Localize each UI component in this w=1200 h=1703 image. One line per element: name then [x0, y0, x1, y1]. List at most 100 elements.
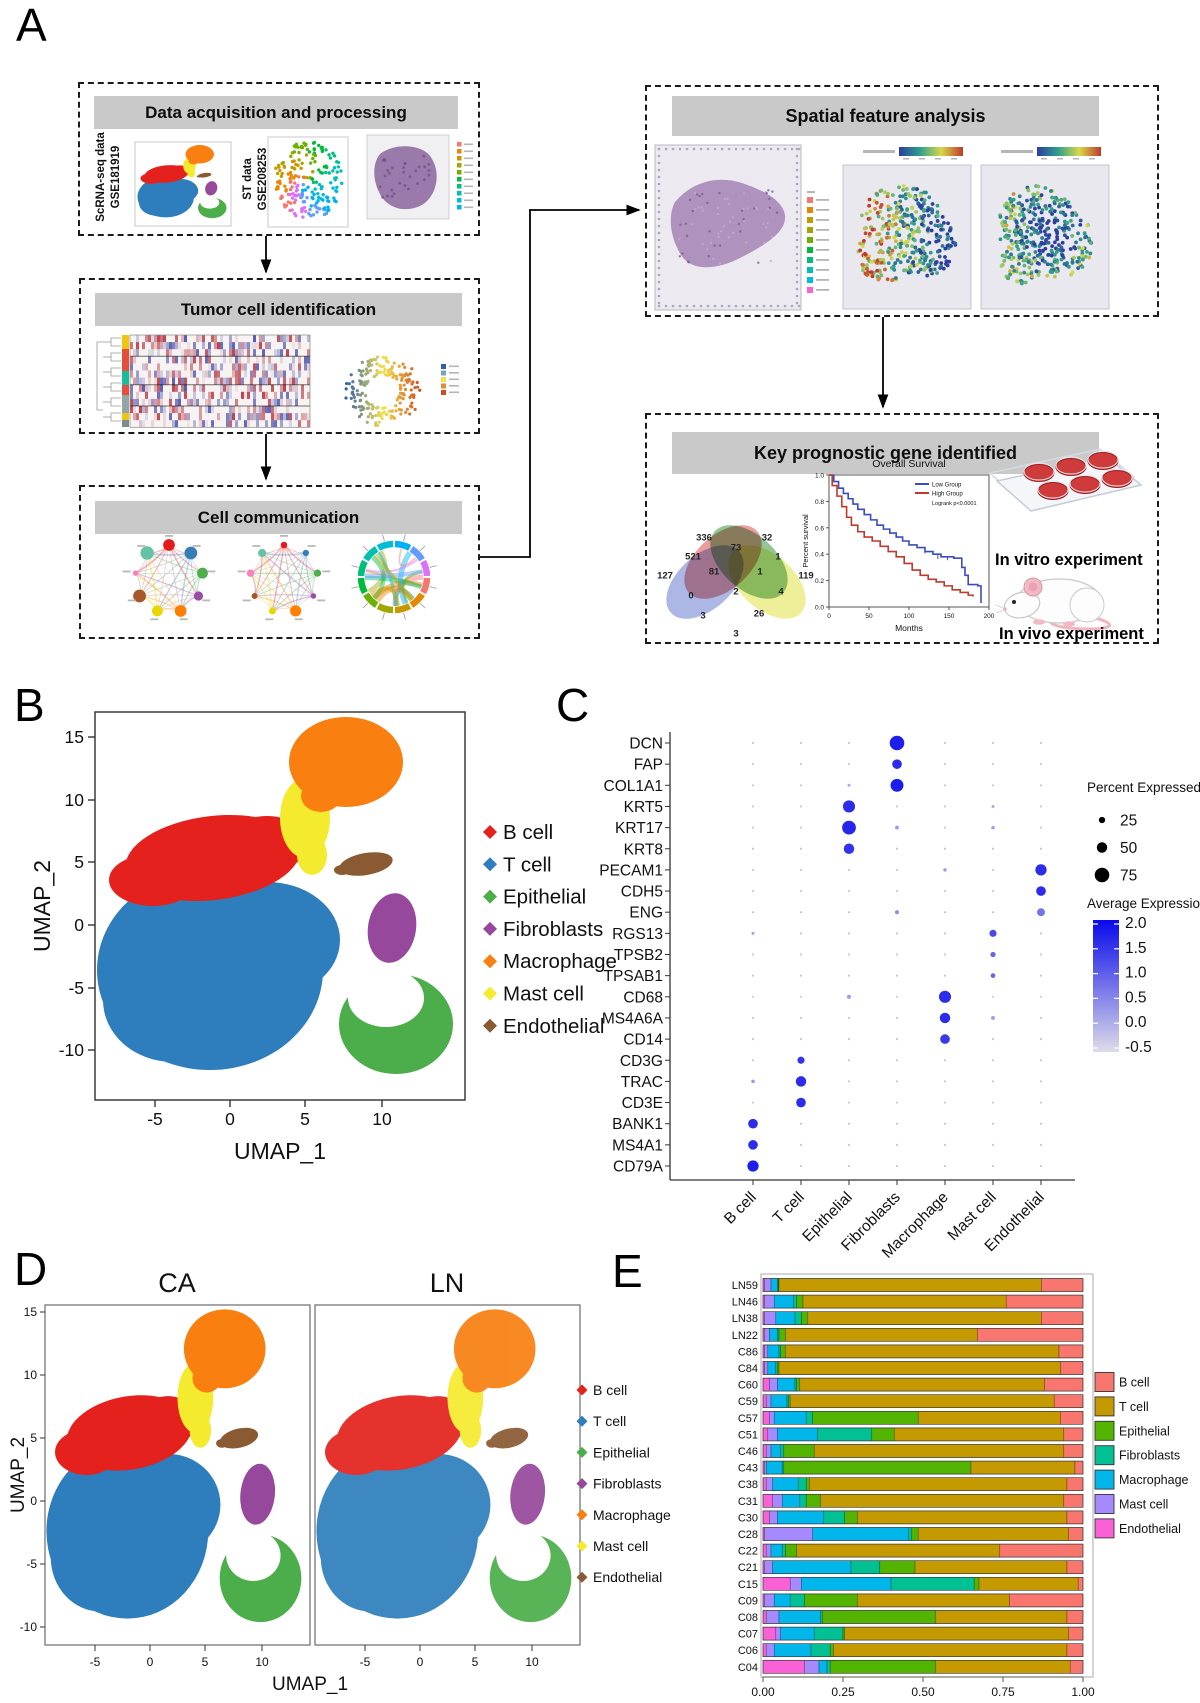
survival-x-tick: 50: [865, 613, 873, 620]
survival-plot: Overall Survival 1.0 0.8 0.6 0.4 0.2 0.00 50 100…: [801, 458, 995, 633]
composition-bar-segment: [777, 1510, 825, 1525]
dotplot-dot: [991, 825, 995, 830]
dotplot-dot-bg: [943, 1101, 947, 1104]
composition-bar-segment: [778, 1610, 821, 1624]
sample-label: C84: [738, 1363, 758, 1375]
venn-counts: 127 336 32 119 521 73 1 81 1 0 2 4 3 26 3: [657, 510, 827, 650]
dotplot-dot: [842, 800, 856, 813]
x-tick-label: 0.75: [991, 1685, 1015, 1699]
composition-bar-segment: [762, 1377, 770, 1392]
gene-label: CDH5: [621, 884, 663, 901]
expression-tick-label: 0.0: [1125, 1014, 1147, 1031]
y-tick-label: 10: [24, 1368, 38, 1382]
dotplot-dot-bg: [751, 911, 755, 914]
composition-bar-segment: [762, 1411, 770, 1425]
percent-legend-dot: [1094, 867, 1110, 883]
mouse-inner-ear: [1028, 582, 1038, 592]
sample-label: LN46: [732, 1297, 758, 1309]
cnv-dendrogram: [96, 337, 121, 422]
composition-bar-segment: [970, 1460, 1076, 1475]
chord-plot: [351, 534, 437, 620]
composition-bar-segment: [804, 1660, 820, 1674]
legend-label: Endothelial: [1119, 1522, 1181, 1536]
percent-legend-value: 75: [1120, 868, 1137, 885]
sample-label: C60: [738, 1380, 758, 1392]
composition-bar-segment: [1044, 1377, 1084, 1392]
composition-bar-segment: [999, 1543, 1084, 1558]
legend-swatch-icon: [576, 1571, 588, 1583]
gene-label: COL1A1: [604, 778, 663, 795]
dotplot-dot-bg: [751, 953, 755, 956]
cnv-heatmap-border: [129, 334, 311, 428]
composition-bar-segment: [778, 1278, 1042, 1292]
y-tick-label: -5: [26, 1557, 37, 1571]
composition-bar-segment: [773, 1593, 791, 1608]
composition-bar-segment: [799, 1494, 807, 1508]
legend-item: Macrophage: [483, 950, 617, 973]
legend-item: Endothelial: [483, 1015, 604, 1038]
sample-label: C31: [738, 1496, 758, 1508]
composition-bar-segment: [764, 1361, 769, 1375]
composition-bar-segment: [801, 1577, 892, 1591]
dotplot-dot-bg: [991, 1101, 995, 1104]
percent-legend-title: Percent Expressed: [1087, 780, 1200, 795]
legend-item: Fibroblasts: [1094, 1445, 1180, 1466]
composition-bar-segment: [767, 1361, 777, 1375]
composition-bar-segment: [783, 1444, 815, 1458]
dotplot-dot-bg: [847, 974, 851, 977]
dotplot-dot-bg: [799, 1164, 803, 1168]
box-data-acquisition: Data acquisition and processing ScRNA-se…: [78, 82, 480, 236]
gene-label: KRT5: [624, 799, 663, 816]
celltype-label: T cell: [770, 1189, 808, 1227]
dotplot-dot: [843, 843, 855, 854]
composition-bar-segment: [769, 1510, 778, 1525]
composition-bar-segment: [762, 1477, 767, 1491]
composition-bar-segment: [1063, 1494, 1084, 1508]
x-tick-label: 0: [147, 1655, 154, 1669]
legend-swatch-icon: [576, 1415, 588, 1427]
legend-item: Epithelial: [576, 1444, 650, 1460]
dotplot-dot-bg: [991, 889, 995, 893]
expression-tick-label: 1.5: [1125, 940, 1147, 957]
survival-y-tick: 0.2: [815, 578, 824, 585]
composition-bar-segment: [1060, 1361, 1084, 1375]
survival-y-tick: 0.8: [815, 499, 824, 506]
composition-bar-segment: [789, 1394, 1055, 1408]
composition-bar-segment: [785, 1328, 978, 1342]
expression-colorbar: [1093, 920, 1119, 1052]
dotplot-dot-bg: [1039, 1038, 1043, 1041]
dotplot-dot-bg: [799, 995, 803, 998]
legend-label: Macrophage: [1119, 1473, 1189, 1487]
dotplot-dot: [943, 868, 947, 872]
composition-bar-segment: [890, 1577, 975, 1591]
dotplot-dot-bg: [799, 805, 803, 808]
composition-bar-segment: [917, 1411, 1061, 1425]
percent-legend-value: 50: [1120, 840, 1138, 857]
gene-label: CD3G: [620, 1053, 663, 1070]
composition-legend: B cell T cell Epithelial Fibroblasts Macroph…: [1094, 1372, 1189, 1539]
dotplot-dot-bg: [751, 868, 755, 871]
cnv-row-strip: [122, 335, 129, 427]
composition-bar-segment: [762, 1660, 805, 1674]
gene-labels: DCN FAP COL1A1 KRT5 KRT17 KRT8 PECAM1 CDH5 ENG RG…: [599, 736, 670, 1176]
composition-bar-segment: [785, 1543, 797, 1558]
he-thumb-texture: [378, 154, 431, 199]
legend-label: T cell: [1119, 1400, 1149, 1414]
dotplot-dot: [990, 973, 996, 978]
facet-title-ln: LN: [430, 1268, 465, 1298]
composition-bar-segment: [762, 1510, 770, 1525]
dotplot-dot-bg: [895, 1122, 899, 1125]
y-tick-label: 10: [65, 790, 85, 810]
gene-label: MS4A6A: [602, 1010, 664, 1027]
panel-b-label: B: [14, 679, 45, 731]
dotplot-dot-bg: [991, 868, 995, 871]
invitro-label: In vitro experiment: [995, 551, 1143, 569]
dotplot-dot-bg: [895, 1164, 899, 1168]
composition-bar-segment: [813, 1626, 844, 1641]
composition-bar-segment: [1068, 1527, 1084, 1541]
dotplot-dot-bg: [751, 1038, 755, 1041]
composition-bar-segment: [796, 1294, 804, 1309]
venn-count: 127: [657, 570, 673, 582]
survival-x-tick: 200: [984, 613, 995, 620]
venn-count: 336: [696, 532, 712, 544]
